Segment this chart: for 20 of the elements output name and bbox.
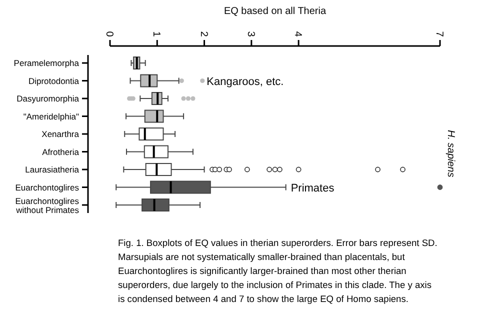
x-tick-label: 4	[292, 31, 304, 38]
x-tick-label: 7	[434, 31, 444, 38]
x-tick-label: 3	[244, 31, 256, 38]
x-axis-title: EQ based on all Theria	[224, 6, 326, 17]
y-tick-label: Dasyuromorphia	[16, 94, 80, 104]
y-tick-label: Peramelemorpha	[14, 58, 80, 68]
y-tick-label: Euarchontoglires without Primates	[15, 196, 79, 215]
y-tick-label: Laurasiatheria	[25, 164, 80, 174]
text: H. sapiens	[445, 130, 456, 178]
caption: Fig. 1. Boxplots of EQ values in therian superorders. Error bars represent SD. Marsupials are not systematically smaller-brained than placentals, but Euarchontoglires is significantly larger-brained than most other therian superorders, due largely to the inclusion of Primates in this clade. The y axis is condensed between 4 and 7 to show the large EQ of Homo sapiens.	[118, 238, 438, 304]
x-tick-label: 0	[104, 31, 114, 38]
annotation: Primates	[290, 182, 335, 194]
y-tick-label: Afrotheria	[42, 146, 80, 157]
x-tick-label: 2	[198, 31, 209, 38]
annotation: Kangaroos, etc.	[206, 76, 284, 88]
y-tick-label: "Ameridelphia"	[23, 111, 79, 122]
y-tick-label: Euarchontoglires	[15, 182, 79, 192]
y-tick-label: Diprotodontia	[28, 76, 80, 86]
y-tick-label: Xenarthra	[42, 129, 80, 139]
x-tick-label: 1	[150, 31, 162, 38]
